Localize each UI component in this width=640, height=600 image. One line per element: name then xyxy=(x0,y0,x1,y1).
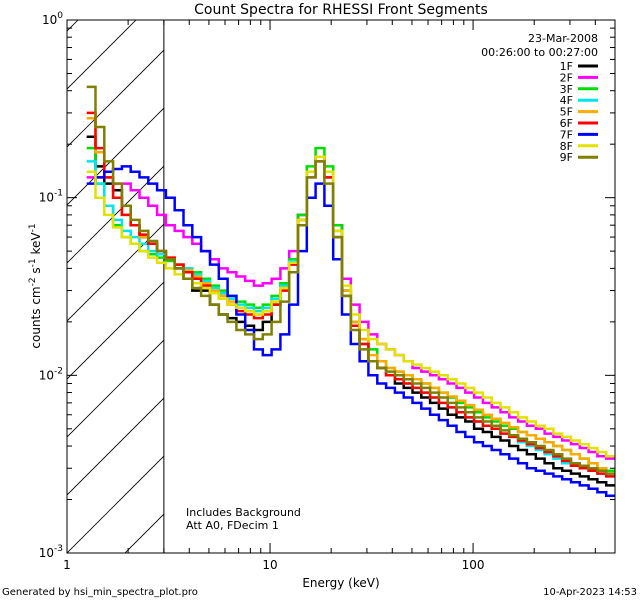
legend-label-8f: 8F xyxy=(560,140,573,153)
hatch-line xyxy=(67,397,164,496)
y-tick-label: 10-1 xyxy=(39,189,63,205)
y-label-part: s xyxy=(29,267,43,277)
y-tick-label: 100 xyxy=(42,11,63,27)
x-axis-label: Energy (keV) xyxy=(302,576,379,590)
series-2f xyxy=(86,160,615,460)
y-tick-base: 10 xyxy=(42,13,57,27)
y-tick-exp: -3 xyxy=(54,544,63,554)
y-label-part: keV xyxy=(29,232,43,259)
legend-label-4f: 4F xyxy=(560,94,573,107)
hatch-line xyxy=(241,0,640,553)
hatch-line xyxy=(67,107,164,206)
y-label-exp: -1 xyxy=(28,223,38,232)
generated-by-footer: Generated by hsi_min_spectra_plot.pro xyxy=(2,587,198,598)
y-tick-label: 10-2 xyxy=(39,366,63,382)
series-9f xyxy=(86,85,615,475)
chart-title: Count Spectra for RHESSI Front Segments xyxy=(194,2,488,18)
legend-label-3f: 3F xyxy=(560,83,573,96)
y-label-part: counts cm xyxy=(29,286,43,348)
timestamp-footer: 10-Apr-2023 14:53 xyxy=(543,587,637,598)
y-tick-exp: 0 xyxy=(57,11,63,21)
legend-label-5f: 5F xyxy=(560,106,573,119)
legend-label-6f: 6F xyxy=(560,117,573,130)
y-tick-exp: -1 xyxy=(54,189,63,199)
date-annotation: 23-Mar-2008 xyxy=(528,32,598,45)
hatch-line xyxy=(67,49,164,148)
hatch-line xyxy=(67,339,164,438)
y-tick-exp: -2 xyxy=(54,366,63,376)
legend-label-1f: 1F xyxy=(560,60,573,73)
hatch-line xyxy=(67,20,137,90)
plot-frame xyxy=(66,19,616,554)
x-tick-label: 100 xyxy=(462,558,485,572)
hatch-line xyxy=(0,0,87,553)
x-tick-label: 1 xyxy=(63,558,71,572)
legend-label-9f: 9F xyxy=(560,151,573,164)
hatch-line xyxy=(67,165,164,264)
y-tick-base: 10 xyxy=(39,546,54,560)
hatched-region xyxy=(0,0,640,553)
legend-label-7f: 7F xyxy=(560,128,573,141)
y-label-exp: -2 xyxy=(28,277,38,286)
y-label-exp: -1 xyxy=(28,258,38,267)
legend-label-2f: 2F xyxy=(560,71,573,84)
y-axis-label: counts cm-2 s-1 keV-1 xyxy=(28,223,43,348)
time-range-annotation: 00:26:00 to 00:27:00 xyxy=(481,46,598,59)
hatch-line xyxy=(67,281,164,380)
hatch-line xyxy=(531,0,640,553)
y-tick-base: 10 xyxy=(39,191,54,205)
hatch-line xyxy=(67,223,164,322)
x-tick-label: 10 xyxy=(262,558,277,572)
y-tick-base: 10 xyxy=(39,368,54,382)
hatch-line xyxy=(67,455,164,553)
y-tick-label: 10-3 xyxy=(39,544,63,560)
background-note: Includes Background xyxy=(186,506,301,519)
attenuator-note: Att A0, FDecim 1 xyxy=(186,519,279,532)
series-layer xyxy=(86,85,615,498)
